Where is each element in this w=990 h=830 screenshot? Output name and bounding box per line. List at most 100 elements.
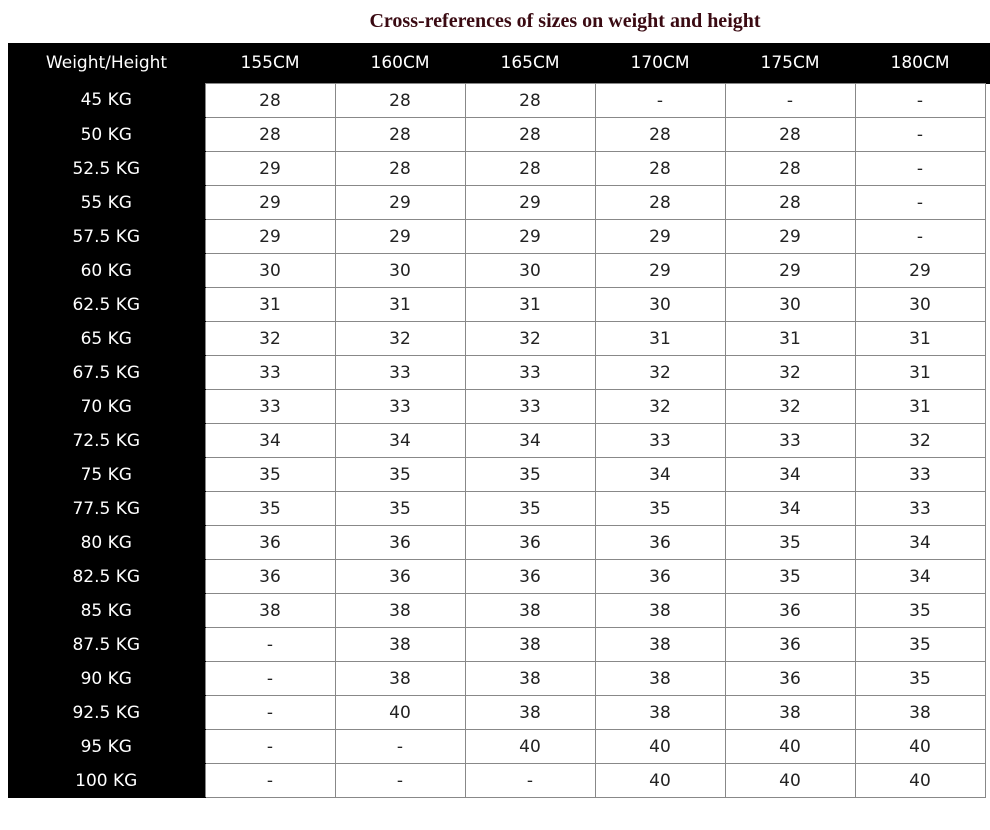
size-cell: 31 [204,287,336,322]
size-cell: 34 [724,457,856,492]
size-cell: 28 [724,185,856,220]
size-cell: 33 [854,457,986,492]
table-row: 90 KG -38 38 38 36 35 [8,661,990,696]
size-cell: 36 [594,559,726,594]
table-row: 92.5 KG -40 38 38 38 38 [8,695,990,730]
size-cell: 29 [464,185,596,220]
size-cell: 38 [464,627,596,662]
row-header: 90 KG [8,661,205,696]
size-cell: 38 [334,627,466,662]
size-cell: - [854,117,986,152]
size-cell: - [204,627,336,662]
row-header: 57.5 KG [8,219,205,254]
size-cell: 38 [594,695,726,730]
table-row: 85 KG 38 38 38 38 36 35 [8,593,990,628]
size-cell: 35 [854,627,986,662]
table-row: 62.5 KG 31 31 31 30 30 30 [8,287,990,322]
row-edge [985,219,990,254]
row-header: 62.5 KG [8,287,205,322]
row-edge [985,525,990,560]
column-header: 180CM [855,43,985,84]
size-cell: 33 [204,389,336,424]
size-cell: - [204,695,336,730]
size-cell: 35 [464,457,596,492]
size-cell: 31 [464,287,596,322]
size-cell: - [204,661,336,696]
size-cell: 35 [464,491,596,526]
row-header: 82.5 KG [8,559,205,594]
table-row: 87.5 KG -38 38 38 36 35 [8,627,990,662]
size-cell: - [204,763,336,798]
size-cell: 29 [204,151,336,186]
size-cell: - [854,83,986,118]
table-row: 95 KG - -40 40 40 40 [8,729,990,764]
table-row: 52.5 KG 29 28 28 28 28- [8,151,990,186]
size-cell: 36 [334,559,466,594]
row-header: 100 KG [8,763,205,798]
row-header: 87.5 KG [8,627,205,662]
size-cell: 31 [854,389,986,424]
size-cell: 40 [464,729,596,764]
size-cell: 28 [724,151,856,186]
table-row: 65 KG 32 32 32 31 31 31 [8,321,990,356]
size-cell: 34 [464,423,596,458]
table-row: 77.5 KG 35 35 35 35 34 33 [8,491,990,526]
row-header: 95 KG [8,729,205,764]
size-cell: 35 [204,457,336,492]
row-edge [985,389,990,424]
size-cell: 33 [854,491,986,526]
size-cell: 33 [464,389,596,424]
size-cell: 29 [204,185,336,220]
row-header: 52.5 KG [8,151,205,186]
size-cell: 28 [464,83,596,118]
table-row: 67.5 KG 33 33 33 32 32 31 [8,355,990,390]
size-cell: - [854,185,986,220]
size-cell: 31 [594,321,726,356]
size-chart-table: Weight/Height 155CM 160CM 165CM 170CM 175CM 18… [8,43,990,798]
row-edge [985,83,990,118]
size-cell: 38 [854,695,986,730]
size-cell: 38 [464,695,596,730]
size-cell: 40 [724,729,856,764]
row-header: 55 KG [8,185,205,220]
size-cell: 33 [204,355,336,390]
row-header: 72.5 KG [8,423,205,458]
size-cell: 28 [334,117,466,152]
size-cell: 28 [724,117,856,152]
size-cell: 29 [724,219,856,254]
row-header: 50 KG [8,117,205,152]
size-cell: 32 [724,355,856,390]
size-cell: 29 [464,219,596,254]
size-cell: 36 [334,525,466,560]
size-cell: 36 [724,593,856,628]
size-cell: 28 [594,117,726,152]
size-cell: - [594,83,726,118]
column-header: 170CM [595,43,725,84]
size-cell: 34 [724,491,856,526]
row-edge [985,287,990,322]
size-cell: 34 [204,423,336,458]
row-header: 92.5 KG [8,695,205,730]
size-cell: - [724,83,856,118]
table-row: 80 KG 36 36 36 36 35 34 [8,525,990,560]
page-title: Cross-references of sizes on weight and … [369,10,761,32]
size-cell: 31 [724,321,856,356]
row-edge [985,117,990,152]
table-row: 72.5 KG 34 34 34 33 33 32 [8,423,990,458]
size-cell: 34 [334,423,466,458]
size-cell: 38 [464,593,596,628]
size-cell: 30 [854,287,986,322]
size-cell: 28 [464,151,596,186]
size-cell: 38 [594,593,726,628]
row-header: 45 KG [8,83,205,118]
size-cell: 29 [724,253,856,288]
table-row: 82.5 KG 36 36 36 36 35 34 [8,559,990,594]
size-cell: 38 [334,593,466,628]
row-edge [985,457,990,492]
size-cell: 34 [594,457,726,492]
size-cell: - [854,151,986,186]
row-edge [985,321,990,356]
size-cell: 31 [334,287,466,322]
size-cell: 33 [464,355,596,390]
size-cell: 28 [334,83,466,118]
